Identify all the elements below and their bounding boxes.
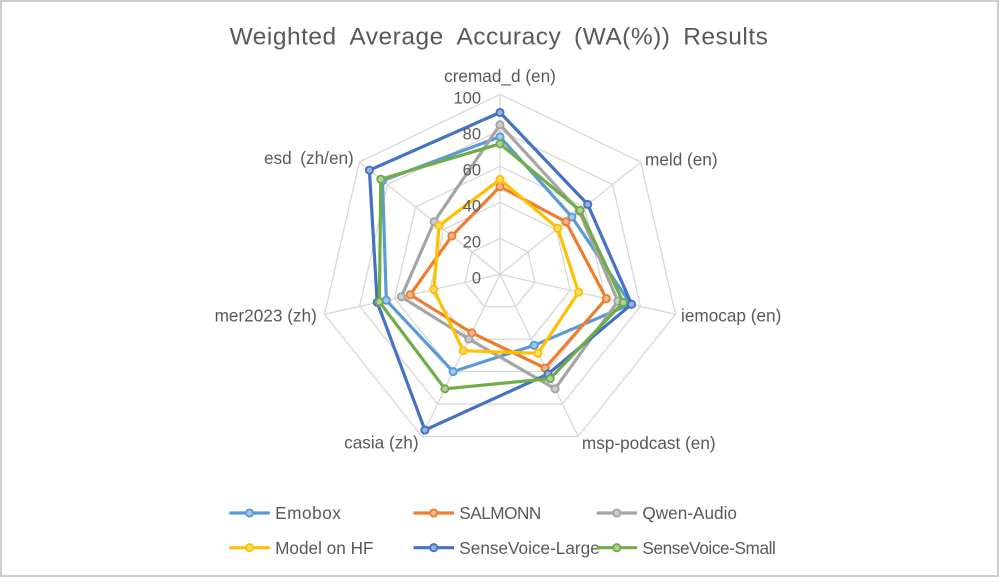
svg-text:Model on HF: Model on HF (275, 538, 373, 558)
svg-text:60: 60 (463, 162, 481, 180)
svg-text:meld (en): meld (en) (645, 150, 718, 170)
svg-text:iemocap (en): iemocap (en) (681, 306, 781, 326)
svg-text:0: 0 (472, 270, 481, 288)
svg-text:SenseVoice-Small: SenseVoice-Small (642, 538, 775, 558)
svg-text:Qwen-Audio: Qwen-Audio (642, 503, 737, 523)
svg-text:20: 20 (463, 234, 481, 252)
svg-text:Emobox: Emobox (275, 503, 341, 523)
svg-text:mer2023 (zh): mer2023 (zh) (215, 306, 317, 326)
svg-text:msp-podcast (en): msp-podcast (en) (582, 433, 716, 453)
svg-text:100: 100 (453, 90, 481, 108)
svg-text:esd (zh/en): esd (zh/en) (264, 148, 354, 168)
svg-text:80: 80 (463, 126, 481, 144)
svg-text:casia (zh): casia (zh) (344, 433, 419, 453)
svg-text:SenseVoice-Large: SenseVoice-Large (459, 538, 599, 558)
svg-text:Weighted Average Accuracy (WA(: Weighted Average Accuracy (WA(%)) Result… (230, 23, 769, 50)
svg-text:cremad_d (en): cremad_d (en) (444, 66, 556, 86)
svg-text:SALMONN: SALMONN (459, 503, 541, 523)
svg-text:40: 40 (463, 198, 481, 216)
